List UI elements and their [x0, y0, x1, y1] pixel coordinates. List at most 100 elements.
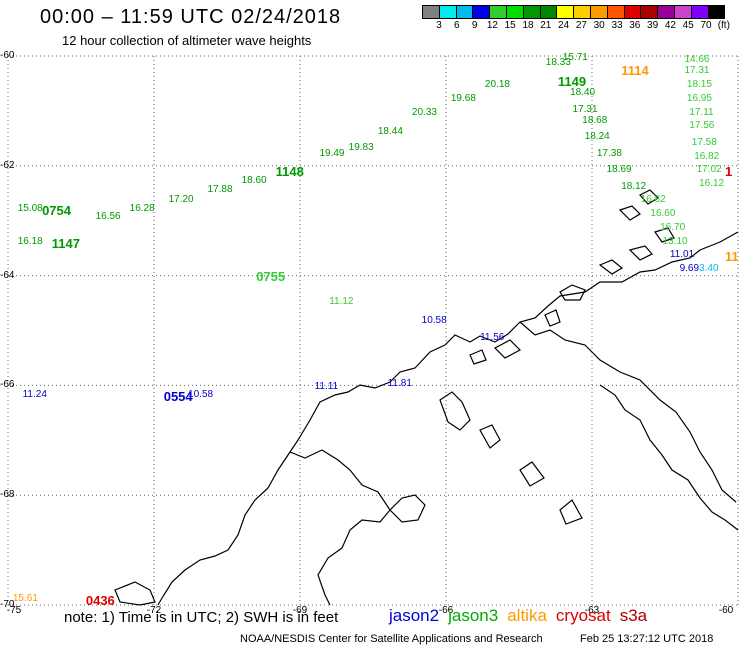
legend-label: (ft) [717, 20, 730, 31]
footer-note: note: 1) Time is in UTC; 2) SWH is in fe… [64, 609, 339, 626]
wave-height-label: 17.58 [691, 136, 717, 148]
satellite-name-cryosat: cryosat [555, 606, 611, 625]
wave-height-label: 3.40 [699, 263, 719, 275]
islands-mid [469, 309, 561, 365]
islands-north [559, 189, 675, 301]
track-time-label: 1114 [621, 62, 649, 78]
legend-label: 36 [629, 20, 641, 31]
coast-south-east [519, 321, 737, 503]
wave-height-label: 15.61 [12, 592, 38, 604]
longitude-tick-label: -72 [146, 605, 162, 616]
wave-height-label: 15.71 [562, 51, 588, 63]
legend-label: 45 [682, 20, 694, 31]
wave-height-label: 14.66 [684, 54, 710, 66]
longitude-tick-label: -63 [584, 605, 600, 616]
track-time-label: 0436 [85, 592, 115, 608]
legend-label: 9 [471, 20, 478, 31]
wave-height-label: 16.70 [660, 221, 686, 233]
satellite-name-s3a: s3a [619, 606, 648, 625]
track-time-label: 0754 [42, 202, 71, 218]
track-time-label: 1147 [51, 235, 80, 251]
longitude-tick-label: -66 [438, 605, 454, 616]
latitude-tick-label: -62 [0, 159, 15, 171]
wave-height-label: 9.69 [679, 263, 700, 275]
track-time-label: 1149 [557, 73, 587, 89]
legend-label: 6 [454, 20, 460, 31]
island-south [389, 494, 426, 523]
wave-height-label: 16.95 [686, 92, 712, 104]
wave-height-label: 17.31 [684, 65, 710, 77]
wave-height-label: 11.56 [480, 331, 505, 343]
wave-height-label: 13.10 [662, 235, 688, 247]
track-time-label: 11 [725, 249, 739, 265]
wave-height-label: 19.68 [450, 92, 476, 104]
map-subtitle: 12 hour collection of altimeter wave hei… [62, 33, 312, 48]
latitude-tick-label: -66 [0, 379, 15, 391]
wave-height-label: 19.49 [319, 147, 345, 159]
satellite-name-jason2: jason2 [389, 606, 440, 625]
wave-height-label: 18.15 [686, 79, 712, 91]
latitude-tick-label: -68 [0, 489, 15, 501]
legend-label: 30 [593, 20, 605, 31]
track-time-label: 1148 [275, 164, 304, 180]
longitude-tick-label: -69 [292, 605, 308, 616]
wave-height-label: 18.33 [545, 57, 571, 69]
credit-text: NOAA/NESDIS Center for Satellite Applica… [240, 633, 543, 645]
satellite-legend: jason2 jason3 altika cryosat s3a [389, 606, 656, 626]
wave-height-label: 16.18 [17, 235, 43, 247]
wave-height-label: 10.58 [188, 389, 214, 401]
track-time-label: 0554 [163, 389, 193, 405]
legend-label: 39 [647, 20, 659, 31]
longitude-tick-label: -75 [6, 605, 22, 616]
wave-height-label: 11.81 [387, 378, 412, 390]
wave-height-label: 11.24 [22, 389, 47, 401]
wave-height-label: 17.11 [689, 106, 714, 118]
legend-label: 21 [540, 20, 552, 31]
wave-height-label: 15.08 [17, 202, 43, 214]
wave-height-label: 18.44 [377, 125, 403, 137]
wave-height-label: 17.88 [207, 183, 233, 195]
wave-height-label: 18.12 [621, 180, 647, 192]
legend-label: 18 [522, 20, 534, 31]
inner-coastline [157, 451, 291, 606]
wave-height-label: 17.38 [596, 147, 622, 159]
generated-timestamp: Feb 25 13:27:12 UTC 2018 [580, 633, 714, 645]
wave-height-label: 16.82 [640, 194, 666, 206]
wave-height-label: 18.60 [241, 175, 267, 187]
legend-label: 3 [436, 20, 442, 31]
wave-height-label: 17.56 [689, 120, 715, 132]
track-time-label: 1 [725, 164, 733, 180]
wave-height-label: 18.24 [584, 131, 610, 143]
latitude-tick-label: -64 [0, 269, 15, 281]
legend-label: 42 [664, 20, 676, 31]
wave-height-label: 17.20 [168, 194, 194, 206]
latitude-tick-label: -70 [0, 599, 15, 610]
lat-lon-grid [7, 55, 739, 606]
latitude-tick-label: -60 [0, 50, 15, 61]
satellite-name-altika: altika [507, 606, 547, 625]
satellite-name-jason3: jason3 [448, 606, 499, 625]
coastline [114, 189, 739, 606]
legend-label: 27 [575, 20, 587, 31]
coast-east-detail [599, 384, 739, 531]
legend-label: 70 [700, 20, 712, 31]
wave-height-label: 11.12 [329, 296, 354, 308]
wave-height-label: 16.56 [95, 210, 121, 222]
legend-label: 15 [504, 20, 516, 31]
color-legend-bar [422, 5, 726, 19]
wave-height-label: 10.58 [421, 315, 447, 327]
legend-swatch [707, 5, 726, 19]
wave-height-label: 16.28 [129, 202, 155, 214]
wave-height-label: 17.02 [696, 164, 722, 176]
legend-label: 24 [558, 20, 570, 31]
longitude-tick-label: -60 [718, 605, 734, 616]
legend-label: 12 [486, 20, 498, 31]
wave-height-label: 20.18 [484, 79, 510, 91]
wave-height-label: 18.69 [606, 164, 632, 176]
wave-height-label: 16.82 [694, 150, 720, 162]
map-title: 00:00 – 11:59 UTC 02/24/2018 [40, 6, 342, 28]
track-time-label: 0755 [256, 268, 286, 284]
coast-inlets [439, 391, 583, 525]
wave-height-label: 11.01 [669, 249, 695, 261]
island-west [114, 581, 156, 606]
